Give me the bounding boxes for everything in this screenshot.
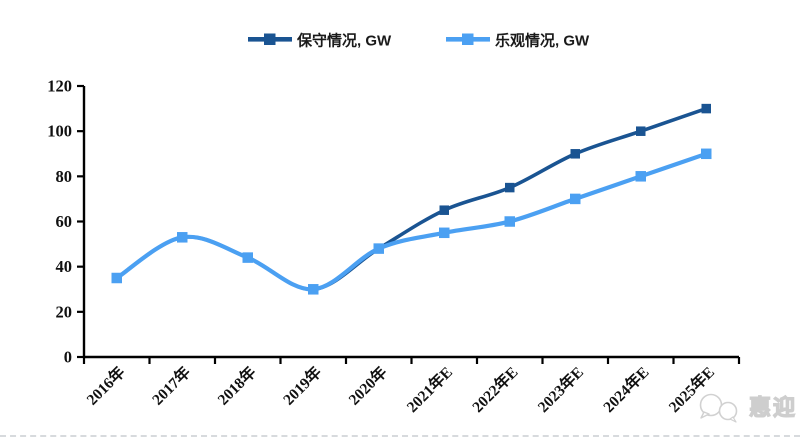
- data-point-marker: [439, 205, 449, 215]
- y-tick-label: 60: [56, 212, 73, 231]
- x-tick-label: 2023年E: [533, 362, 587, 416]
- data-point-marker: [242, 252, 253, 263]
- legend-swatch-marker: [462, 33, 474, 45]
- data-point-marker: [570, 193, 581, 205]
- legend-label: 乐观情况, GW: [495, 32, 590, 50]
- y-tick-label: 0: [64, 348, 72, 367]
- data-point-marker: [701, 103, 711, 114]
- watermark: 惠迎: [697, 392, 797, 424]
- legend-label: 保守情况, GW: [296, 32, 392, 50]
- x-tick-label: 2020年: [344, 362, 391, 409]
- legend-swatch-marker: [264, 33, 276, 45]
- y-tick-label: 40: [56, 257, 73, 276]
- data-point-marker: [635, 171, 646, 182]
- x-tick-label: 2016年: [82, 362, 129, 409]
- data-point-marker: [701, 148, 712, 160]
- x-tick-label: 2019年: [279, 362, 326, 409]
- y-tick-label: 80: [56, 167, 73, 186]
- x-tick-label: 2017年: [148, 362, 195, 409]
- series-line: [114, 151, 709, 292]
- x-tick-label: 2024年E: [599, 362, 653, 416]
- data-point-marker: [505, 182, 515, 193]
- x-tick-label: 2018年: [213, 362, 260, 409]
- data-point-marker: [504, 216, 515, 227]
- x-tick-label: 2022年E: [468, 362, 522, 416]
- series-line: [114, 106, 709, 292]
- data-point-marker: [111, 272, 122, 284]
- data-point-marker: [177, 232, 188, 243]
- data-point-marker: [636, 126, 646, 136]
- y-tick-label: 20: [56, 302, 73, 321]
- watermark-text: 惠迎: [748, 395, 798, 420]
- x-tick-label: 2021年E: [402, 362, 456, 416]
- data-point-marker: [373, 243, 384, 254]
- y-tick-label: 100: [47, 122, 72, 141]
- data-point-marker: [439, 227, 450, 239]
- data-point-marker: [570, 149, 580, 159]
- data-point-marker: [308, 284, 319, 295]
- chat-bubbles-icon: [699, 393, 738, 423]
- bottom-divider: [0, 435, 800, 437]
- y-tick-label: 120: [47, 77, 72, 96]
